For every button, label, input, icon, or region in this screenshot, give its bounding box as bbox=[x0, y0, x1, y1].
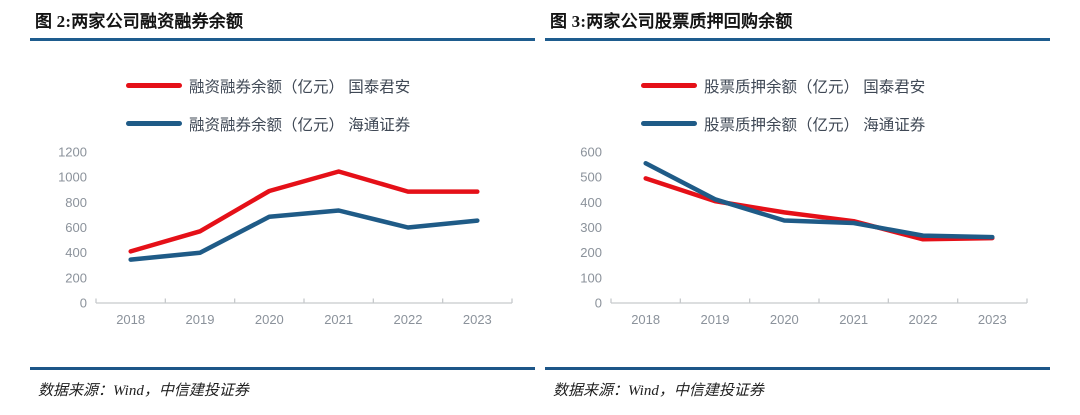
svg-text:1000: 1000 bbox=[58, 170, 87, 185]
line-chart-pledge-balance: 0 100 200 300 400 500 600 2018 2019 2020 2021 2022 2… bbox=[580, 145, 1028, 327]
svg-text:2022: 2022 bbox=[394, 312, 423, 327]
svg-text:200: 200 bbox=[65, 270, 87, 285]
svg-text:200: 200 bbox=[580, 245, 602, 260]
svg-text:2018: 2018 bbox=[116, 312, 145, 327]
svg-text:500: 500 bbox=[580, 170, 602, 185]
svg-text:2020: 2020 bbox=[255, 312, 284, 327]
figure-title: 图 3:两家公司股票质押回购余额 bbox=[550, 12, 793, 31]
svg-text:0: 0 bbox=[595, 296, 602, 311]
svg-text:2019: 2019 bbox=[186, 312, 215, 327]
chart-legend: 股票质押余额（亿元） 国泰君安 股票质押余额（亿元） 海通证券 bbox=[641, 75, 1050, 134]
spacer bbox=[30, 335, 535, 367]
legend-label: 融资融券余额（亿元） 海通证券 bbox=[189, 116, 411, 134]
source-note: 数据来源：Wind，中信建投证券 bbox=[553, 383, 764, 399]
legend-item: 融资融券余额（亿元） 国泰君安 bbox=[126, 75, 535, 96]
source-rule bbox=[545, 367, 1050, 370]
svg-text:2023: 2023 bbox=[463, 312, 492, 327]
legend-item: 股票质押余额（亿元） 国泰君安 bbox=[641, 75, 1050, 96]
title-rule bbox=[545, 38, 1050, 41]
title-rule bbox=[30, 38, 535, 41]
legend-item: 融资融券余额（亿元） 海通证券 bbox=[126, 113, 535, 134]
source-rule bbox=[30, 367, 535, 370]
line-chart-margin-balance: 0 200 400 600 800 1000 1200 2018 2019 2020 2021 202… bbox=[58, 145, 513, 327]
figure-panel-margin-balance: 图 2:两家公司融资融券余额 融资融券余额（亿元） 国泰君安 融资融券余额（亿元… bbox=[30, 0, 535, 415]
chart-legend: 融资融券余额（亿元） 国泰君安 融资融券余额（亿元） 海通证券 bbox=[126, 75, 535, 134]
legend-label: 融资融券余额（亿元） 国泰君安 bbox=[189, 78, 411, 96]
svg-text:0: 0 bbox=[80, 296, 87, 311]
svg-text:2020: 2020 bbox=[770, 312, 799, 327]
svg-text:2018: 2018 bbox=[631, 312, 660, 327]
legend-swatch-blue bbox=[641, 121, 697, 126]
spacer bbox=[545, 335, 1050, 367]
svg-text:800: 800 bbox=[65, 195, 87, 210]
legend-label: 股票质押余额（亿元） 国泰君安 bbox=[704, 78, 926, 96]
svg-text:2021: 2021 bbox=[324, 312, 353, 327]
legend-swatch-red bbox=[126, 83, 182, 88]
svg-text:600: 600 bbox=[65, 220, 87, 235]
svg-text:600: 600 bbox=[580, 145, 602, 160]
svg-text:2023: 2023 bbox=[978, 312, 1007, 327]
svg-text:400: 400 bbox=[65, 245, 87, 260]
legend-swatch-red bbox=[641, 83, 697, 88]
legend-swatch-blue bbox=[126, 121, 182, 126]
legend-item: 股票质押余额（亿元） 海通证券 bbox=[641, 113, 1050, 134]
svg-text:2021: 2021 bbox=[839, 312, 868, 327]
svg-text:2019: 2019 bbox=[701, 312, 730, 327]
legend-label: 股票质押余额（亿元） 海通证券 bbox=[704, 116, 926, 134]
svg-text:1200: 1200 bbox=[58, 145, 87, 160]
source-note: 数据来源：Wind，中信建投证券 bbox=[38, 383, 249, 399]
svg-text:100: 100 bbox=[580, 270, 602, 285]
svg-text:300: 300 bbox=[580, 220, 602, 235]
svg-text:400: 400 bbox=[580, 195, 602, 210]
figure-panel-pledge-balance: 图 3:两家公司股票质押回购余额 股票质押余额（亿元） 国泰君安 股票质押余额（… bbox=[545, 0, 1050, 415]
figure-title: 图 2:两家公司融资融券余额 bbox=[35, 12, 244, 31]
svg-text:2022: 2022 bbox=[909, 312, 938, 327]
